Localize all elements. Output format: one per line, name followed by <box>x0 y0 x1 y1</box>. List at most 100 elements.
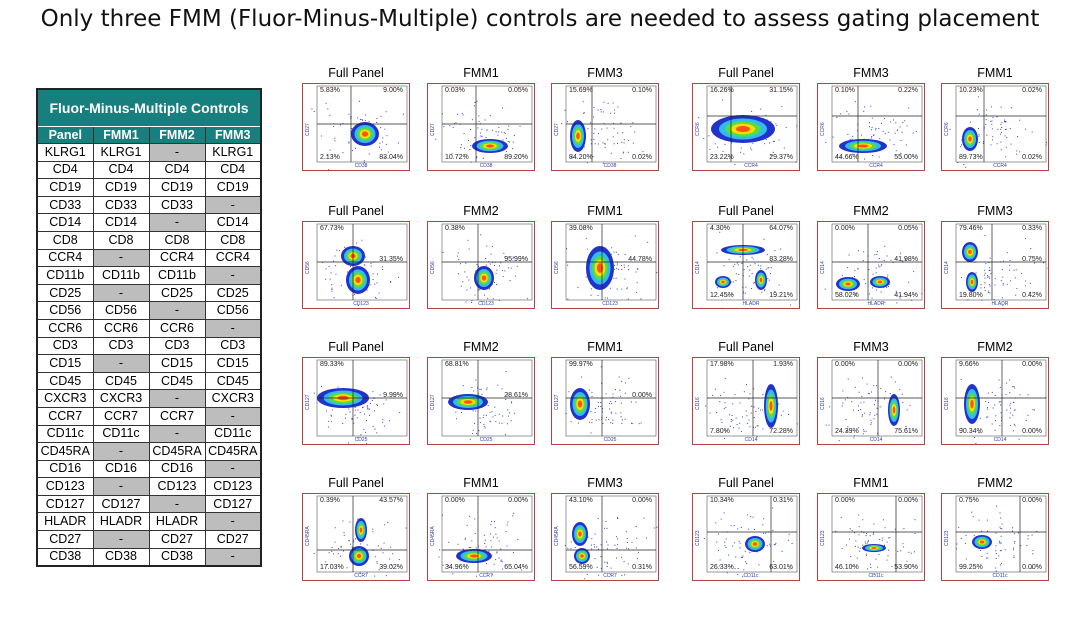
event-dot <box>988 402 990 404</box>
plot-title: FMM3 <box>587 476 623 490</box>
event-dot <box>873 385 875 387</box>
table-cell: CD8 <box>204 230 262 250</box>
event-dot <box>893 119 895 121</box>
event-dot <box>357 117 359 119</box>
event-dot <box>978 96 980 98</box>
event-dot <box>402 113 404 115</box>
event-dot <box>732 293 734 295</box>
event-dot <box>875 129 877 131</box>
event-dot <box>361 118 363 120</box>
event-dot <box>313 110 315 112</box>
event-dot <box>736 262 738 264</box>
plot-title: FMM1 <box>587 204 623 218</box>
event-dot <box>600 111 602 113</box>
event-dot <box>851 565 853 567</box>
table-cell: CD3 <box>92 336 150 356</box>
event-dot <box>999 512 1001 514</box>
plot-title: FMM1 <box>977 66 1013 80</box>
event-dot <box>963 164 965 166</box>
event-dot <box>363 160 365 162</box>
event-dot <box>600 109 602 111</box>
event-dot <box>889 139 891 141</box>
table-header-cell: Panel <box>36 126 94 144</box>
event-dot <box>836 116 838 118</box>
event-dot <box>313 553 315 555</box>
event-dot <box>484 539 486 541</box>
event-dot <box>885 391 887 393</box>
y-axis-label: CD56 <box>305 261 311 274</box>
event-dot <box>763 238 765 240</box>
event-dot <box>510 420 512 422</box>
table-header-cell: FMM2 <box>148 126 206 144</box>
event-dot <box>621 268 623 270</box>
event-dot <box>735 273 737 275</box>
event-dot <box>716 252 718 254</box>
table-cell: CD25 <box>204 283 262 303</box>
event-dot <box>852 409 854 411</box>
event-dot <box>355 147 357 149</box>
gate-percentage: 95.99% <box>504 256 528 263</box>
flow-plot: 5.83% 9.00% 2.13% 83.04% CD38 CD27 <box>302 83 410 171</box>
event-dot <box>457 113 459 115</box>
event-dot <box>884 301 886 303</box>
event-dot <box>586 162 588 164</box>
event-dot <box>780 414 782 416</box>
event-dot <box>900 252 902 254</box>
event-dot <box>483 414 485 416</box>
event-dot <box>730 565 732 567</box>
event-dot <box>591 422 593 424</box>
event-dot <box>884 245 886 247</box>
event-dot <box>985 123 987 125</box>
event-dot <box>756 425 758 427</box>
event-dot <box>1036 530 1038 532</box>
event-dot <box>468 279 470 281</box>
flow-plot: 10.34% 0.31% 26.33% 63.01% CD11c CD123 <box>692 493 800 581</box>
event-dot <box>1047 267 1048 269</box>
table-cell: CXCR3 <box>36 389 94 408</box>
event-dot <box>485 257 487 259</box>
plot-canvas <box>441 359 533 441</box>
event-dot <box>372 425 374 427</box>
event-dot <box>867 568 869 570</box>
event-dot <box>829 406 831 408</box>
event-dot <box>496 552 498 554</box>
event-dot <box>772 507 774 509</box>
event-dot <box>460 263 462 265</box>
table-row: CD45RA - CD45RA CD45RA <box>36 442 262 461</box>
event-dot <box>512 256 514 258</box>
event-dot <box>723 391 725 393</box>
plot-title: FMM2 <box>977 340 1013 354</box>
event-dot <box>734 164 736 166</box>
event-dot <box>974 436 976 438</box>
event-dot <box>757 264 759 266</box>
event-dot <box>984 269 986 271</box>
event-dot <box>763 518 765 520</box>
gate-percentage: 10.34% <box>710 497 734 504</box>
event-dot <box>781 550 783 552</box>
event-dot <box>328 266 330 268</box>
event-dot <box>656 526 658 528</box>
event-dot <box>362 407 364 409</box>
event-dot <box>961 139 963 141</box>
event-dot <box>498 540 500 542</box>
event-dot <box>386 135 388 137</box>
event-dot <box>729 425 731 427</box>
event-dot <box>887 555 889 557</box>
event-dot <box>346 567 348 569</box>
event-dot <box>878 264 880 266</box>
event-dot <box>368 409 370 411</box>
event-dot <box>853 276 855 278</box>
event-dot <box>1031 131 1033 133</box>
event-dot <box>1000 141 1002 143</box>
event-dot <box>607 297 609 299</box>
event-dot <box>902 121 904 123</box>
event-dot <box>767 267 769 269</box>
event-dot <box>615 536 617 538</box>
event-dot <box>886 541 888 543</box>
event-dot <box>1004 121 1006 123</box>
event-dot <box>725 406 727 408</box>
event-dot <box>871 135 873 137</box>
event-dot <box>882 519 884 521</box>
y-axis-label: CD45RA <box>430 526 436 546</box>
event-dot <box>506 524 508 526</box>
